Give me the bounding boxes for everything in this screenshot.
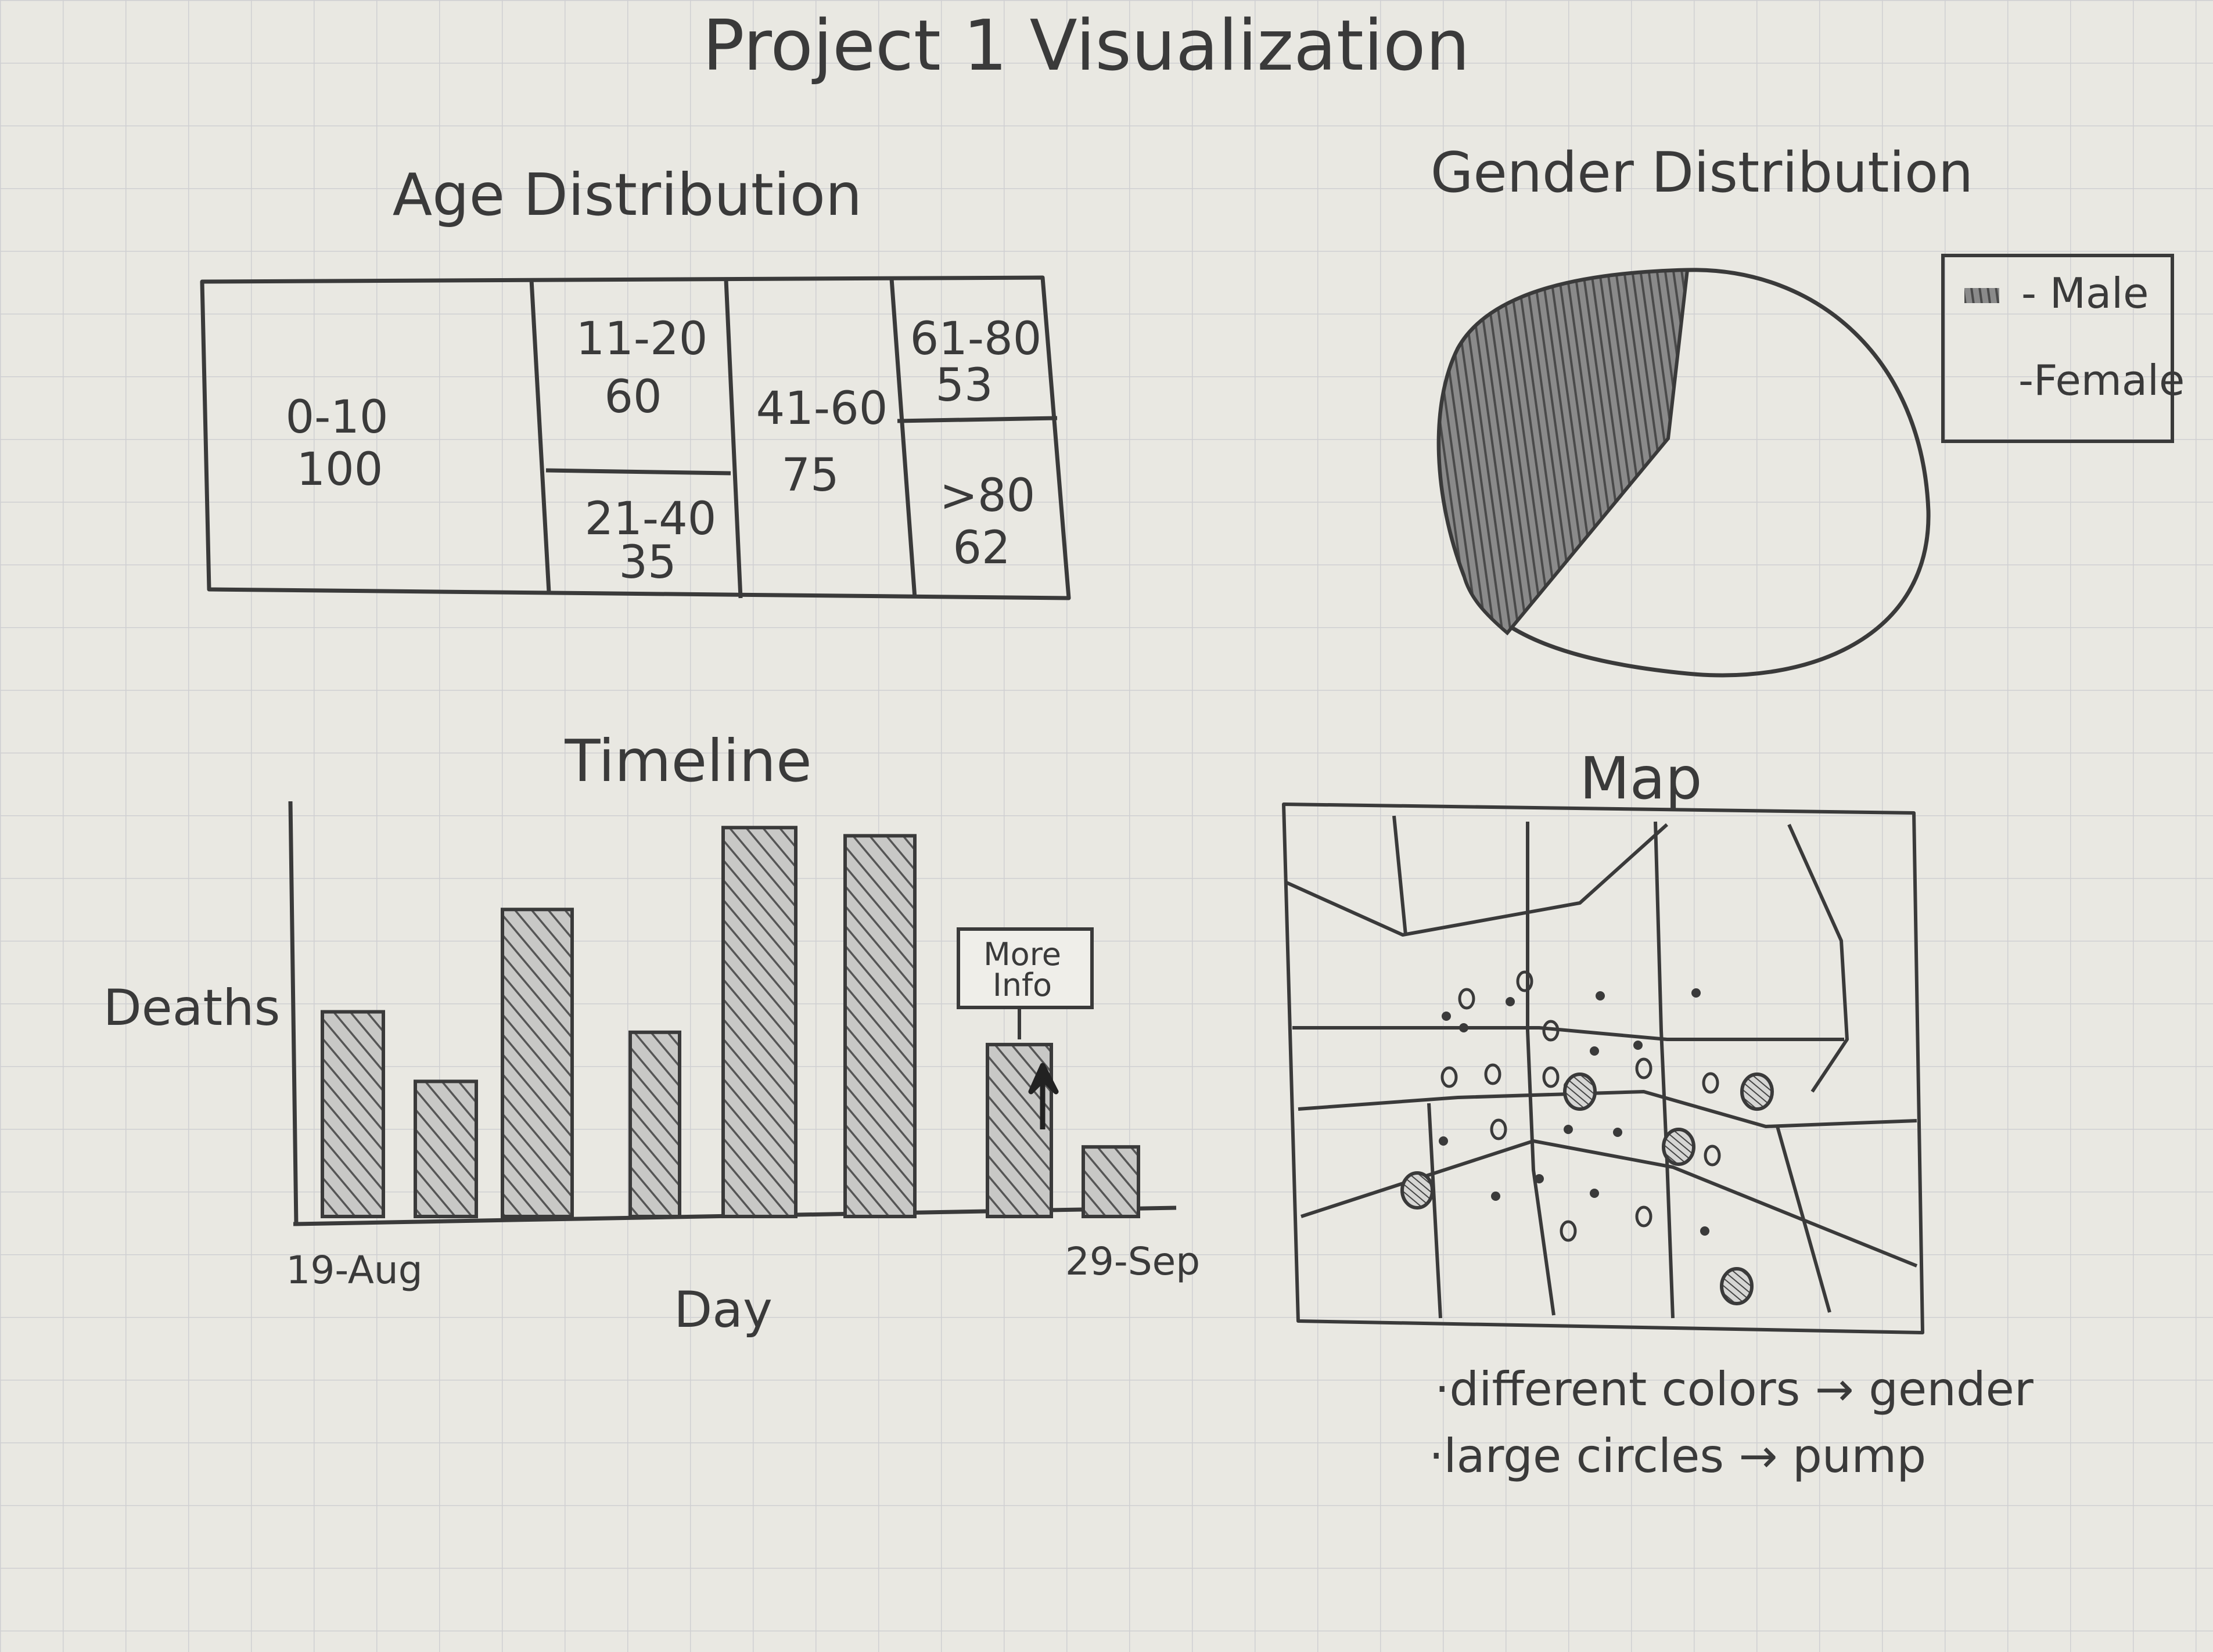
- map-street-3: [1526, 822, 1555, 1316]
- map-street-9: [1427, 1103, 1442, 1319]
- age-divider-3: [889, 278, 917, 599]
- pump-marker: [1563, 1072, 1597, 1111]
- y-axis-line: [288, 801, 299, 1226]
- age-range-21-40: 21-40: [585, 493, 717, 545]
- pump-marker: [1740, 1072, 1774, 1111]
- age-treemap-border: [200, 275, 1071, 600]
- age-range-41-60: 41-60: [756, 383, 888, 435]
- tooltip-line-2: Info: [993, 967, 1052, 1003]
- map-note-colors: ·different colors → gender: [1435, 1362, 2034, 1416]
- map-title: Map: [1579, 744, 1702, 812]
- timeline-bar[interactable]: [628, 1030, 681, 1218]
- more-info-tooltip[interactable]: More Info: [957, 927, 1094, 1039]
- legend-male-swatch: [1964, 288, 1999, 303]
- tooltip-box[interactable]: [957, 927, 1094, 1009]
- gender-distribution-title: Gender Distribution: [1431, 141, 1974, 205]
- gender-pie-male-slice: [1437, 268, 1690, 636]
- age-count-61-80: 53: [935, 359, 993, 412]
- tooltip-line-1: More: [983, 936, 1061, 973]
- x-tick-start: 19-Aug: [286, 1248, 422, 1293]
- age-divider-5: [897, 416, 1058, 423]
- timeline-bar[interactable]: [321, 1010, 385, 1218]
- age-range-0-10: 0-10: [285, 391, 388, 444]
- map-panel: Map: [1282, 744, 2034, 1483]
- age-count-41-60: 75: [781, 449, 839, 502]
- timeline-bar[interactable]: [721, 826, 797, 1218]
- pump-marker: [1400, 1171, 1434, 1210]
- legend-male-label: - Male: [2021, 269, 2149, 318]
- gender-distribution: Gender Distribution - Male -Female: [1431, 141, 2185, 678]
- map-street-10: [1776, 1126, 1831, 1313]
- age-range-11-20: 11-20: [576, 313, 708, 365]
- timeline-title: Timeline: [564, 727, 811, 795]
- age-divider-1: [529, 279, 551, 593]
- age-distribution: Age Distribution 0-10 100 11-20 60 21-40…: [200, 161, 1071, 600]
- age-count-21-40: 35: [619, 537, 676, 589]
- map-street-2: [1392, 815, 1407, 935]
- gender-legend-box: [1941, 254, 2174, 443]
- map-death-markers: [1400, 970, 1774, 1305]
- map-street-1: [1285, 823, 1669, 937]
- x-axis-label: Day: [674, 1281, 773, 1339]
- age-range-61-80: 61-80: [910, 313, 1042, 365]
- y-axis-label: Deaths: [103, 979, 281, 1037]
- map-street-5: [1787, 823, 1849, 1093]
- timeline-bar[interactable]: [1082, 1145, 1140, 1219]
- page-title: Project 1 Visualization: [702, 6, 1470, 87]
- timeline-bar[interactable]: [414, 1079, 478, 1218]
- map-note-circles: ·large circles → pump: [1429, 1429, 1926, 1483]
- legend-female-label: -Female: [2018, 356, 2185, 405]
- pump-marker: [1662, 1128, 1695, 1166]
- age-divider-2: [724, 279, 743, 599]
- map-street-6: [1292, 1026, 1844, 1041]
- age-count-80-plus: 62: [953, 522, 1010, 574]
- cursor-arrow-icon: [1028, 1063, 1059, 1129]
- gender-legend: - Male -Female: [1941, 254, 2185, 443]
- age-count-0-10: 100: [297, 444, 383, 496]
- age-range-80-plus: >80: [940, 470, 1036, 522]
- age-count-11-20: 60: [604, 371, 662, 423]
- timeline-chart: Timeline Deaths Day 19-Aug 29-Sep More I…: [103, 727, 1201, 1339]
- timeline-bar[interactable]: [501, 908, 574, 1218]
- age-divider-4: [545, 468, 731, 476]
- timeline-bars: [321, 826, 1140, 1219]
- x-tick-end: 29-Sep: [1065, 1239, 1200, 1284]
- map-border: [1282, 802, 1924, 1334]
- map-street-7: [1298, 1090, 1917, 1128]
- age-distribution-title: Age Distribution: [393, 161, 863, 229]
- timeline-bar[interactable]: [843, 834, 917, 1218]
- pump-marker: [1720, 1267, 1754, 1305]
